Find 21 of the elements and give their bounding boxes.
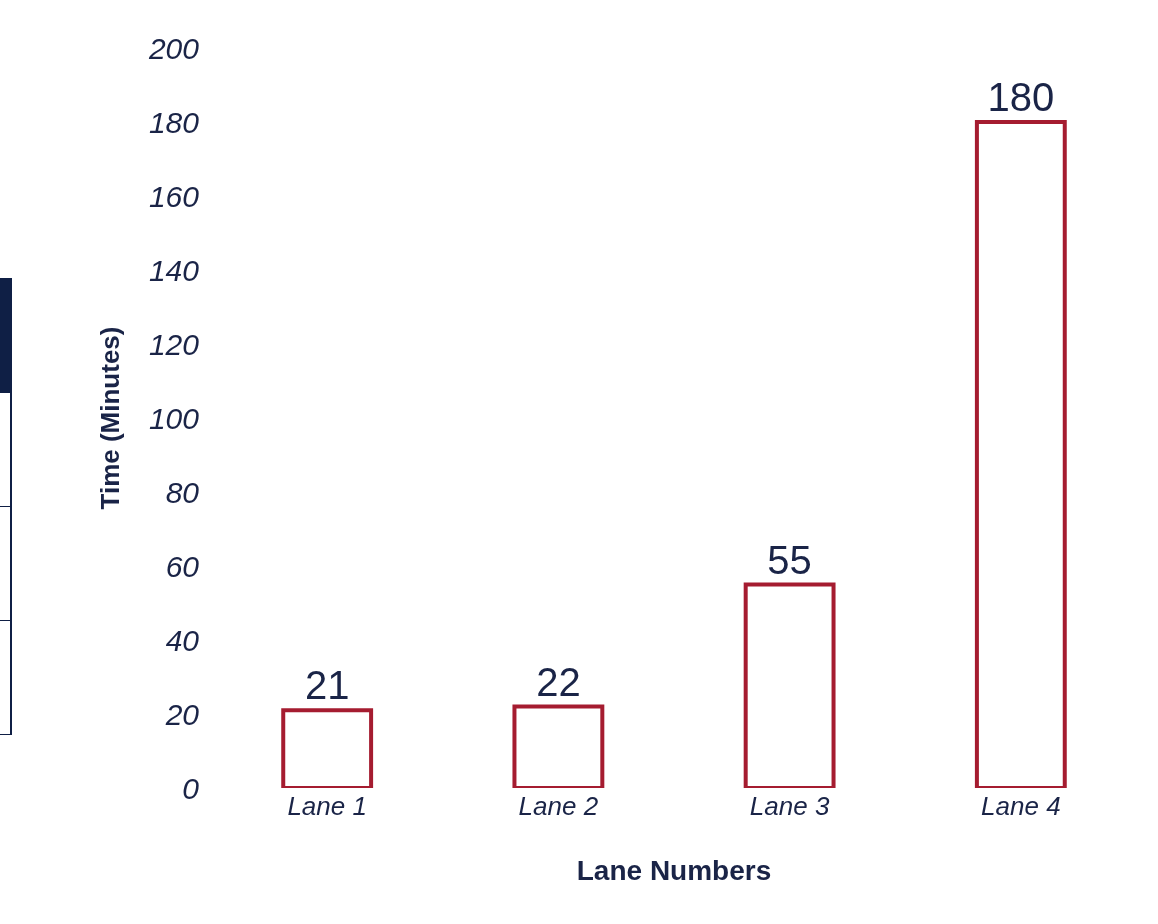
data-label: 21	[304, 663, 350, 708]
y-tick-label: 120	[148, 327, 200, 361]
y-tick-label: 160	[148, 179, 200, 213]
y-tick-label: 20	[164, 697, 200, 731]
y-tick-label: 200	[147, 31, 200, 65]
y-tick-label: 60	[165, 549, 200, 583]
y-tick-label: 180	[148, 105, 200, 139]
data-label: 55	[767, 537, 812, 582]
y-axis-title: Time (Minutes)	[95, 326, 126, 510]
y-tick-label: 0	[182, 771, 200, 805]
y-tick-label: 40	[165, 623, 200, 657]
x-tick-label: Lane 4	[981, 791, 1061, 821]
y-tick-label: 100	[148, 401, 200, 435]
x-tick-label: Lane 3	[749, 791, 830, 821]
data-label: 180	[987, 75, 1055, 119]
y-tick-label: 80	[165, 475, 200, 509]
y-tick-label: 140	[148, 253, 200, 287]
x-axis-title: Lane Numbers	[576, 855, 772, 887]
x-tick-label: Lane 1	[287, 791, 367, 821]
data-label: 22	[536, 659, 581, 704]
x-tick-label: Lane 2	[518, 791, 599, 821]
